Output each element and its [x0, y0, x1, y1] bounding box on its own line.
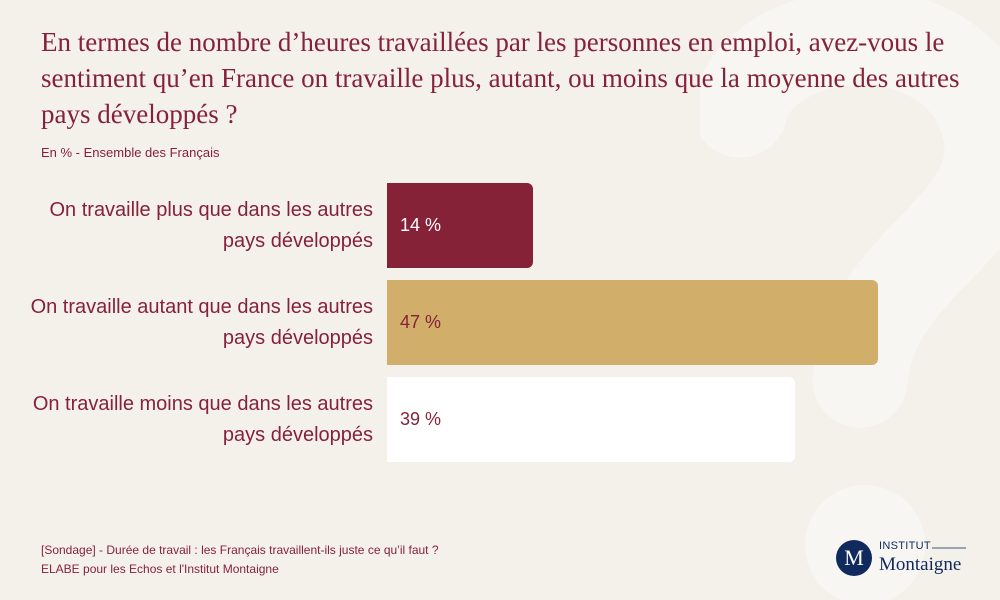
chart-title: En termes de nombre d’heures travaillées…: [41, 27, 960, 129]
footer: [Sondage] - Durée de travail : les Franç…: [41, 541, 741, 579]
chart-subtitle: En % - Ensemble des Français: [41, 145, 220, 160]
logo-institut-text: INSTITUT: [879, 540, 931, 552]
logo-line: [932, 547, 966, 549]
category-label: On travaille autant que dans les autres …: [30, 295, 373, 349]
bar-row: On travaille autant que dans les autres …: [0, 280, 1000, 365]
value-label: 47 %: [400, 312, 442, 332]
logo-emblem: M: [836, 540, 872, 576]
bar: [387, 183, 534, 268]
logo-name-text: Montaigne: [879, 554, 962, 575]
institut-montaigne-logo: M INSTITUT Montaigne: [836, 540, 976, 578]
footer-source-credit: ELABE pour les Echos et l'Institut Monta…: [41, 562, 279, 576]
question-mark-decoration: [700, 0, 1000, 600]
category-label: On travaille plus que dans les autres pa…: [49, 198, 373, 252]
value-label: 39 %: [400, 409, 442, 429]
bar-row: On travaille plus que dans les autres pa…: [0, 183, 1000, 268]
bar: [387, 280, 879, 365]
bar: [387, 377, 795, 462]
bar-row: On travaille moins que dans les autres p…: [0, 377, 1000, 462]
value-label: 14 %: [400, 215, 442, 235]
category-label: On travaille moins que dans les autres p…: [32, 392, 373, 446]
footer-source-title: [Sondage] - Durée de travail : les Franç…: [41, 543, 439, 557]
